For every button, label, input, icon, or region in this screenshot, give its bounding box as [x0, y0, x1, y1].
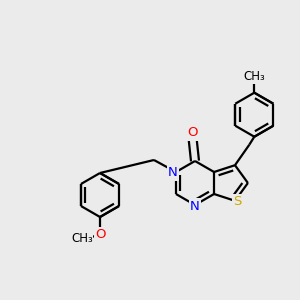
- Text: CH₃: CH₃: [243, 70, 265, 83]
- Text: O: O: [187, 127, 197, 140]
- Text: N: N: [168, 167, 178, 179]
- Text: N: N: [190, 200, 200, 212]
- Text: S: S: [233, 195, 241, 208]
- Text: CH₃: CH₃: [71, 232, 93, 245]
- Text: O: O: [95, 229, 105, 242]
